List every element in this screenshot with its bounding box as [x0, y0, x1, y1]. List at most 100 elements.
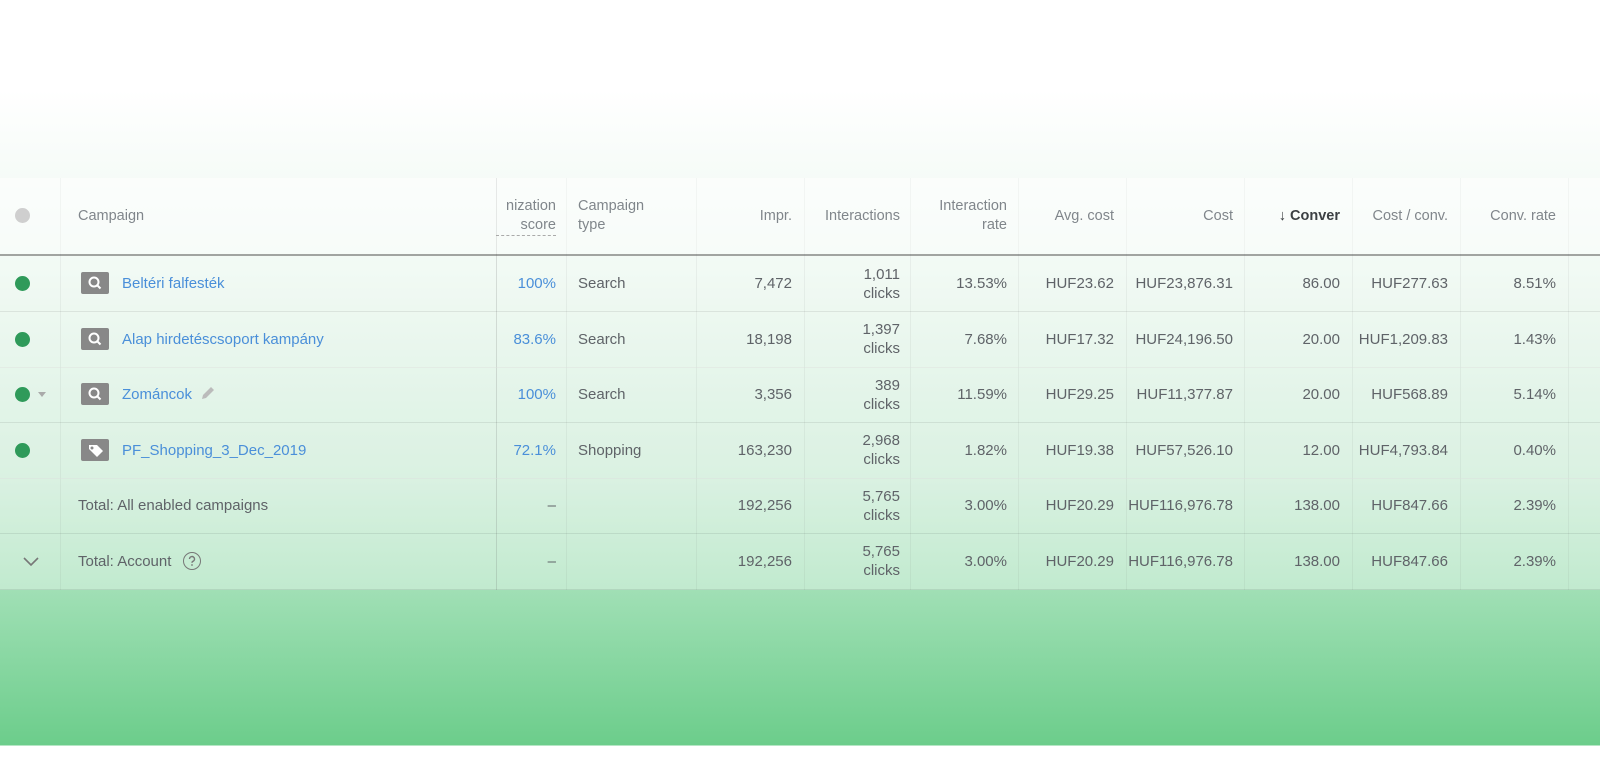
- column-divider: [804, 178, 805, 590]
- table-cell: 389 clicks: [850, 367, 900, 422]
- table-cell: HUF116,976.78: [1126, 534, 1233, 589]
- campaign-name[interactable]: Alap hirdetéscsoport kampány: [122, 330, 324, 348]
- table-cell: –: [496, 478, 556, 533]
- column-header[interactable]: Interaction rate: [919, 178, 1007, 254]
- table-cell: 5,765 clicks: [850, 534, 900, 589]
- campaign-name[interactable]: PF_Shopping_3_Dec_2019: [122, 441, 307, 459]
- help-icon[interactable]: [183, 552, 202, 570]
- column-header[interactable]: Cost / conv.: [1360, 178, 1448, 254]
- optimization-score: –: [547, 497, 556, 514]
- cell-text: HUF847.66: [1371, 552, 1448, 570]
- optimization-score[interactable]: 100%: [517, 275, 556, 292]
- cell-text: 12.00: [1302, 441, 1340, 459]
- cell-text: 1.43%: [1513, 330, 1556, 348]
- header-text[interactable]: Avg. cost: [1054, 207, 1114, 224]
- table-cell: HUF24,196.50: [1126, 312, 1233, 367]
- header-text[interactable]: Interaction rate: [939, 198, 1007, 233]
- pencil-glyph: [202, 386, 215, 399]
- column-divider: [1352, 178, 1353, 590]
- header-text[interactable]: Cost: [1203, 207, 1233, 224]
- status-dot[interactable]: [15, 276, 30, 291]
- table-cell: 5.14%: [1460, 367, 1556, 422]
- header-text[interactable]: Conv. rate: [1490, 207, 1556, 224]
- column-header[interactable]: Campaign type: [578, 178, 666, 254]
- table-cell: 8.51%: [1460, 256, 1556, 311]
- cell-text: HUF1,209.83: [1358, 330, 1448, 348]
- header-text[interactable]: ↓ Conver: [1278, 207, 1340, 224]
- cell-text: 163,230: [737, 441, 792, 459]
- cell-text: 138.00: [1294, 497, 1340, 514]
- header-text[interactable]: Cost / conv.: [1372, 207, 1448, 224]
- question-glyph: [189, 555, 196, 566]
- shopping-icon: [81, 438, 109, 461]
- cell-text: 1,397 clicks: [862, 321, 900, 357]
- search-glyph: [88, 332, 102, 345]
- campaign-cell: Beltéri falfesték: [122, 256, 482, 311]
- table-cell: 2.39%: [1460, 478, 1556, 533]
- campaign-cell: Total: All enabled campaigns: [78, 478, 438, 533]
- cell-text: 7,472: [754, 275, 792, 292]
- column-header[interactable]: ↓ Conver: [1252, 178, 1340, 254]
- table-cell: HUF17.32: [1018, 312, 1114, 367]
- cell-text: HUF4,793.84: [1358, 441, 1448, 459]
- collapse-chevron[interactable]: [22, 554, 40, 571]
- column-header[interactable]: nization score: [496, 178, 556, 254]
- campaign-name[interactable]: Zománcok: [122, 386, 193, 403]
- status-dot[interactable]: [15, 387, 30, 402]
- table-cell: HUF57,526.10: [1126, 423, 1233, 478]
- cell-text: 2.39%: [1513, 552, 1556, 570]
- cell-text: HUF20.29: [1045, 497, 1114, 514]
- column-header[interactable]: Conv. rate: [1468, 178, 1556, 254]
- cell-text: 3.00%: [964, 497, 1007, 514]
- cell-text: 86.00: [1302, 275, 1340, 292]
- optimization-score[interactable]: 72.1%: [513, 441, 556, 459]
- table-cell: –: [496, 534, 556, 589]
- optimization-score[interactable]: 83.6%: [513, 330, 556, 348]
- campaign-cell: Total: Account: [78, 534, 438, 589]
- header-text[interactable]: Campaign: [78, 207, 145, 224]
- edit-pencil[interactable]: [200, 385, 216, 405]
- column-header[interactable]: Campaign: [78, 178, 488, 254]
- cell-text: HUF57,526.10: [1135, 441, 1233, 459]
- table-cell: 13.53%: [910, 256, 1007, 311]
- table-cell: HUF20.29: [1018, 478, 1114, 533]
- table-cell: Search: [578, 312, 696, 367]
- table-row: Total: All enabled campaigns – 192,256 5,76…: [0, 478, 1600, 534]
- status-dot-header: [15, 208, 30, 223]
- status-dot[interactable]: [15, 331, 30, 347]
- header-text[interactable]: Impr.: [759, 207, 792, 224]
- table-cell: 20.00: [1244, 312, 1340, 367]
- cell-text: HUF277.63: [1371, 275, 1448, 292]
- cell-text: 2.39%: [1513, 497, 1556, 514]
- table-cell: 100%: [496, 367, 556, 422]
- header-text[interactable]: Campaign type: [578, 198, 645, 233]
- chevron-glyph: [23, 556, 39, 566]
- table-cell: 7,472: [696, 256, 792, 311]
- column-header[interactable]: Impr.: [704, 178, 792, 254]
- cell-text: 1.82%: [964, 441, 1007, 459]
- campaign-name: Total: Account: [78, 552, 172, 570]
- table-cell: Search: [578, 367, 696, 422]
- column-divider: [566, 178, 567, 590]
- column-divider: [1018, 178, 1019, 590]
- campaign-name[interactable]: Beltéri falfesték: [122, 275, 225, 292]
- status-dot[interactable]: [15, 442, 30, 458]
- cell-text: HUF24,196.50: [1135, 330, 1233, 348]
- header-text[interactable]: Interactions: [825, 207, 900, 224]
- table-row: Zománcok 100% Search 3,356 389 clicks 11.59% H…: [0, 367, 1600, 423]
- column-header[interactable]: Interactions: [812, 178, 900, 254]
- cell-text: 5,765 clicks: [862, 487, 900, 524]
- optimization-score[interactable]: 100%: [517, 386, 556, 403]
- header-text[interactable]: nization score: [496, 197, 556, 236]
- table-cell: Shopping: [578, 423, 696, 478]
- cell-text: 0.40%: [1513, 441, 1556, 459]
- table-cell: HUF847.66: [1352, 478, 1448, 533]
- expand-caret[interactable]: [38, 392, 46, 397]
- table-cell: 163,230: [696, 423, 792, 478]
- search-icon: [81, 327, 109, 350]
- column-header[interactable]: Cost: [1145, 178, 1233, 254]
- table-cell: 86.00: [1244, 256, 1340, 311]
- column-header[interactable]: Avg. cost: [1026, 178, 1114, 254]
- cell-text: 138.00: [1294, 552, 1340, 570]
- table-cell: 192,256: [696, 534, 792, 589]
